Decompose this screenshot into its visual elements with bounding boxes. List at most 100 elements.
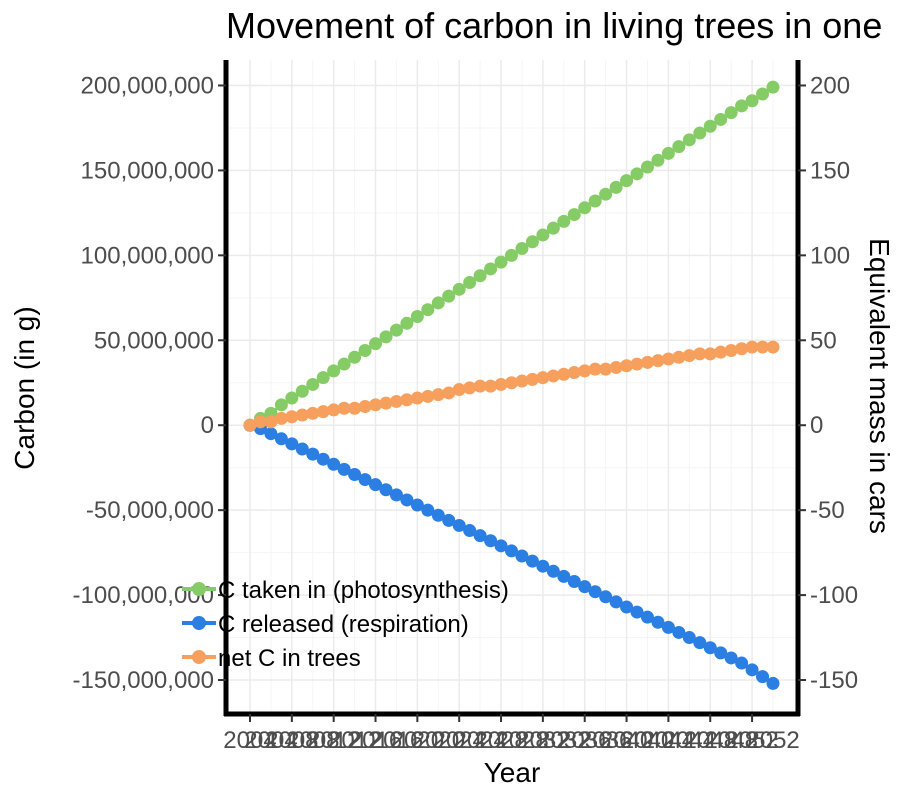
data-point-s2-2006 (264, 427, 278, 441)
data-point-s3-2037 (588, 362, 602, 376)
y-tick-label: 50,000,000 (94, 327, 214, 354)
data-point-s2-2007 (274, 432, 288, 446)
data-point-s1-2010 (306, 377, 320, 391)
x-tick-label-secondary: 2052 (746, 727, 799, 754)
data-point-s3-2045 (672, 350, 686, 364)
y2-tick-label: 50 (810, 327, 837, 354)
data-point-s2-2011 (316, 452, 330, 466)
data-point-s1-2045 (672, 140, 686, 154)
data-point-s1-2029 (505, 248, 518, 262)
series-layer (243, 80, 780, 690)
x-tick-label-secondary: 2012 (328, 727, 381, 754)
data-point-s2-2015 (358, 473, 372, 487)
data-point-s3-2047 (693, 347, 707, 361)
x-tick-label-secondary: 2048 (705, 727, 758, 754)
data-point-s2-2036 (578, 580, 592, 594)
data-point-s1-2049 (714, 112, 728, 126)
data-point-s2-2025 (463, 524, 477, 538)
data-point-s3-2014 (348, 401, 362, 415)
data-point-s2-2028 (494, 539, 508, 553)
data-point-s2-2024 (452, 518, 466, 532)
data-point-s3-2042 (640, 355, 654, 369)
legend-label: C released (respiration) (218, 611, 469, 638)
data-point-s2-2039 (609, 595, 623, 609)
legend: C taken in (photosynthesis) C released (r… (182, 577, 509, 672)
data-point-s2-2051 (735, 656, 749, 670)
data-point-s2-2032 (536, 559, 550, 573)
data-point-s3-2019 (400, 393, 414, 407)
data-point-s3-2023 (442, 386, 456, 400)
data-point-s2-2009 (295, 442, 309, 456)
x-tick-label-secondary: 2040 (621, 727, 674, 754)
y-axis-title: Carbon (in g) (9, 306, 40, 469)
data-point-s3-2011 (316, 405, 330, 419)
data-point-s1-2013 (337, 357, 351, 371)
y-tick-label: -100,000,000 (73, 582, 214, 609)
data-point-s1-2048 (703, 119, 717, 133)
data-point-s2-2014 (348, 467, 362, 481)
x-tick-label-secondary: 2008 (286, 727, 339, 754)
x-tick-label: 2040 (600, 727, 653, 754)
y2-axis-title: Equivalent mass in cars (864, 238, 895, 534)
data-point-s3-2007 (274, 411, 288, 425)
data-point-s1-2044 (661, 146, 675, 160)
data-point-s2-2022 (431, 508, 445, 522)
data-point-s3-2020 (410, 391, 424, 405)
data-point-s3-2004 (243, 418, 257, 432)
data-point-s2-2029 (505, 544, 518, 558)
x-tick-label: 2016 (349, 727, 402, 754)
x-tick-label-secondary: 2044 (663, 727, 716, 754)
y2-tick-label: -150 (810, 667, 858, 694)
data-point-s1-2032 (536, 228, 550, 242)
data-point-s1-2034 (557, 214, 571, 228)
data-point-s2-2044 (661, 620, 675, 634)
data-point-s3-2008 (285, 410, 299, 424)
data-point-s1-2022 (431, 296, 445, 310)
data-point-s2-2047 (693, 636, 707, 650)
data-point-s3-2051 (735, 342, 749, 356)
data-point-s1-2019 (400, 316, 414, 330)
data-point-s2-2035 (567, 575, 581, 589)
data-point-s3-2044 (661, 352, 675, 366)
data-point-s2-2041 (630, 605, 644, 619)
data-point-s1-2035 (567, 208, 581, 222)
data-point-s1-2041 (630, 167, 644, 181)
y2-tick-label: 150 (810, 157, 850, 184)
x-tick-label: 2012 (307, 727, 360, 754)
x-tick-label-secondary: 2016 (370, 727, 423, 754)
y-tick-label: 0 (201, 412, 214, 439)
data-point-s3-2038 (599, 362, 613, 376)
data-point-s1-2015 (358, 343, 372, 357)
data-point-s3-2024 (452, 383, 466, 397)
y-tick-label: 150,000,000 (81, 157, 214, 184)
data-point-s1-2051 (735, 99, 749, 113)
data-point-s1-2040 (620, 174, 634, 188)
data-point-s1-2014 (348, 350, 362, 364)
data-point-s3-2005 (253, 415, 267, 429)
data-point-s3-2015 (358, 400, 372, 414)
data-point-s1-2011 (316, 371, 330, 385)
data-point-s3-2039 (609, 360, 623, 374)
data-point-s2-2048 (703, 641, 717, 655)
data-point-s3-2009 (295, 408, 309, 422)
data-point-s3-2054 (766, 340, 780, 354)
data-point-s3-2031 (525, 372, 539, 386)
data-point-s1-2030 (515, 242, 529, 256)
y2-tick-label: 200 (810, 72, 850, 99)
y2-tick-label: 100 (810, 242, 850, 269)
data-point-s1-2052 (745, 94, 759, 108)
y-tick-label: 100,000,000 (81, 242, 214, 269)
data-point-s3-2048 (703, 347, 717, 361)
y-tick-label: -150,000,000 (73, 667, 214, 694)
data-point-s1-2023 (442, 289, 456, 303)
data-point-s3-2030 (515, 374, 529, 388)
data-point-s3-2052 (745, 340, 759, 354)
x-tick-label-secondary: 2024 (454, 727, 507, 754)
data-point-s1-2037 (588, 194, 602, 208)
data-point-s1-2054 (766, 80, 780, 94)
data-point-s1-2047 (693, 126, 707, 140)
data-point-s2-2042 (640, 610, 654, 624)
data-point-s1-2009 (295, 384, 309, 398)
data-point-s3-2016 (369, 398, 383, 412)
legend-key-dot (192, 616, 206, 630)
